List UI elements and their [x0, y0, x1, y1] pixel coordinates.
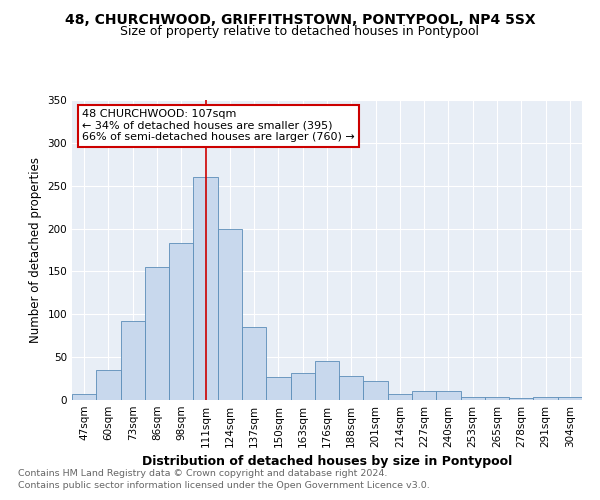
Bar [412, 392, 436, 400]
Bar [72, 394, 96, 400]
X-axis label: Distribution of detached houses by size in Pontypool: Distribution of detached houses by size … [142, 456, 512, 468]
Bar [290, 372, 315, 400]
Y-axis label: Number of detached properties: Number of detached properties [29, 157, 42, 343]
Bar [218, 228, 242, 400]
Bar [339, 376, 364, 400]
Bar [558, 398, 582, 400]
Bar [145, 267, 169, 400]
Bar [242, 327, 266, 400]
Bar [388, 394, 412, 400]
Bar [121, 321, 145, 400]
Text: 48, CHURCHWOOD, GRIFFITHSTOWN, PONTYPOOL, NP4 5SX: 48, CHURCHWOOD, GRIFFITHSTOWN, PONTYPOOL… [65, 12, 535, 26]
Bar [169, 243, 193, 400]
Bar [96, 370, 121, 400]
Bar [509, 398, 533, 400]
Bar [315, 362, 339, 400]
Text: Contains HM Land Registry data © Crown copyright and database right 2024.: Contains HM Land Registry data © Crown c… [18, 468, 388, 477]
Bar [266, 377, 290, 400]
Bar [436, 392, 461, 400]
Bar [364, 381, 388, 400]
Bar [461, 396, 485, 400]
Bar [485, 398, 509, 400]
Text: 48 CHURCHWOOD: 107sqm
← 34% of detached houses are smaller (395)
66% of semi-det: 48 CHURCHWOOD: 107sqm ← 34% of detached … [82, 109, 355, 142]
Text: Size of property relative to detached houses in Pontypool: Size of property relative to detached ho… [121, 25, 479, 38]
Bar [193, 177, 218, 400]
Text: Contains public sector information licensed under the Open Government Licence v3: Contains public sector information licen… [18, 481, 430, 490]
Bar [533, 398, 558, 400]
